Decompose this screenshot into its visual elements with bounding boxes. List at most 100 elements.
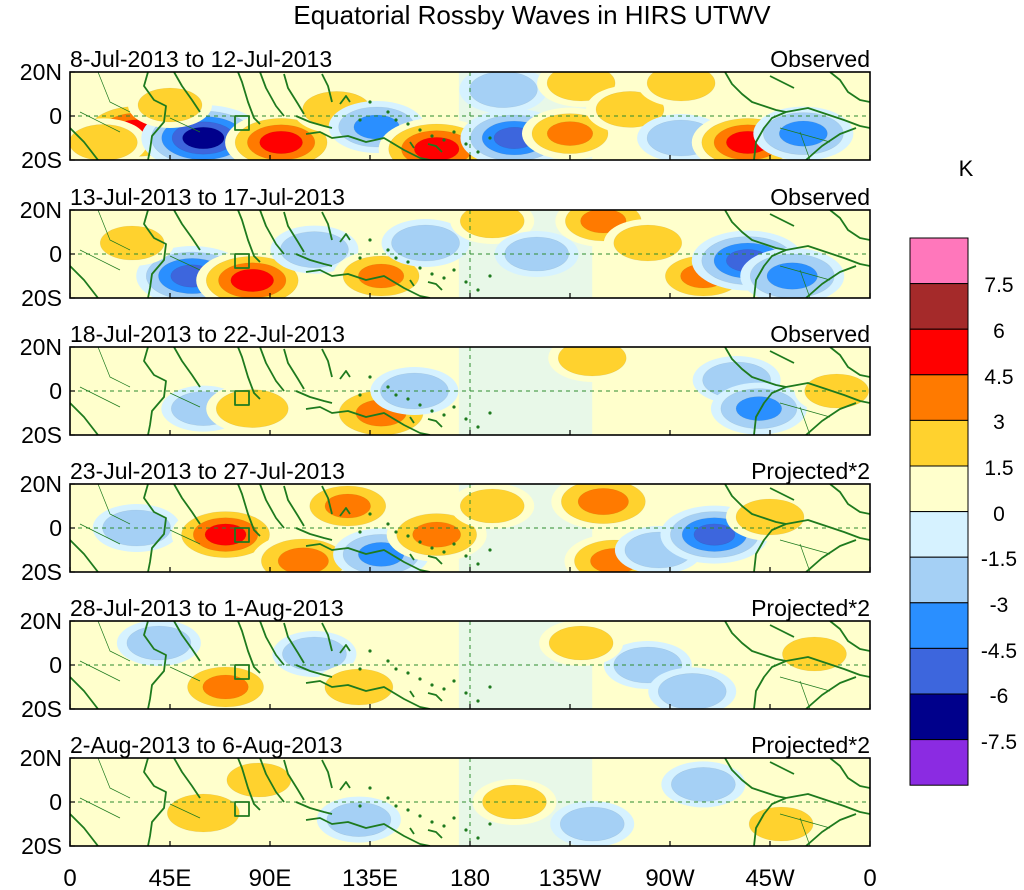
- colorbar-swatch: [909, 283, 969, 330]
- colorbar-swatch: [909, 374, 969, 421]
- longitude-axis: 0 45E 90E 135E 180 135W 90W 45W 0: [63, 865, 876, 890]
- colorbar-swatch: [909, 693, 969, 741]
- anomaly-blob: [648, 667, 737, 709]
- contour-ring: [215, 389, 289, 428]
- contour-ring: [646, 72, 716, 102]
- anomaly-blob: [450, 484, 535, 529]
- map-panel: 13-Jul-2013 to 17-Jul-2013 Observed 20N 0 20…: [20, 184, 871, 311]
- y-tick-label: 20N: [20, 197, 62, 223]
- colorbar-unit: K: [959, 156, 974, 181]
- panel-type: Projected*2: [751, 732, 870, 758]
- contour-ring: [277, 547, 329, 572]
- x-tick-label: 0: [863, 865, 876, 890]
- colorbar-label: 4.5: [984, 366, 1013, 389]
- y-tick-label: 20N: [20, 59, 62, 85]
- x-tick-label: 45W: [745, 865, 795, 890]
- x-tick-label: 90W: [645, 865, 695, 890]
- y-tick-label: 0: [49, 789, 62, 815]
- map-panels: 8-Jul-2013 to 12-Jul-2013 Observed 20N 0 20S…: [20, 46, 871, 859]
- anomaly-blob: [551, 484, 656, 530]
- colorbar-label: -4.5: [981, 640, 1017, 663]
- y-tick-label: 0: [49, 515, 62, 541]
- contour-ring: [137, 87, 203, 123]
- map-field: [70, 347, 870, 435]
- panel-type: Projected*2: [751, 458, 870, 484]
- colorbar-label: 3: [993, 411, 1005, 434]
- anomaly-blob: [251, 533, 356, 572]
- anomaly-blob: [216, 758, 301, 803]
- panel-date-range: 2-Aug-2013 to 6-Aug-2013: [70, 732, 342, 758]
- panel-type: Observed: [770, 321, 870, 347]
- map-panel: 28-Jul-2013 to 1-Aug-2013 Projected*2 20N 0…: [20, 595, 871, 722]
- contour-ring: [657, 673, 727, 709]
- contour-ring: [613, 224, 683, 262]
- anomaly-blob: [726, 493, 814, 541]
- x-tick-label: 135W: [539, 865, 602, 890]
- map-field: [70, 72, 870, 160]
- anomaly-blob: [637, 72, 726, 107]
- map-field: [70, 758, 870, 846]
- x-tick-label: 180: [450, 865, 490, 890]
- contour-ring: [230, 268, 274, 292]
- contour-ring: [671, 767, 736, 802]
- contour-ring: [804, 373, 869, 409]
- contour-ring: [735, 498, 805, 536]
- contour-ring: [735, 396, 782, 421]
- colorbar-label: -1.5: [981, 548, 1017, 571]
- map-field: [70, 210, 870, 298]
- x-tick-label: 0: [63, 865, 76, 890]
- colorbar-label: 7.5: [984, 274, 1013, 297]
- anomaly-blob: [381, 219, 470, 267]
- contour-ring: [413, 137, 460, 160]
- panel-date-range: 18-Jul-2013 to 22-Jul-2013: [70, 321, 345, 347]
- colorbar-label: 1.5: [984, 457, 1013, 480]
- contour-ring: [559, 806, 625, 842]
- contour-ring: [595, 91, 665, 128]
- anomaly-blob: [772, 631, 857, 677]
- colorbar-label: 0: [993, 503, 1005, 526]
- contour-ring: [482, 784, 547, 820]
- colorbar-swatch: [909, 328, 969, 376]
- anomaly-blob: [539, 621, 624, 666]
- anomaly-blob: [603, 219, 692, 267]
- contour-ring: [693, 523, 736, 546]
- contour-ring: [779, 120, 828, 147]
- x-tick-label: 135E: [342, 865, 398, 890]
- map-panel: 23-Jul-2013 to 27-Jul-2013 Projected*2 20N…: [20, 458, 871, 585]
- colorbar-label: -7.5: [981, 731, 1017, 754]
- contour-ring: [182, 126, 225, 150]
- contour-ring: [391, 224, 460, 262]
- y-tick-label: 20S: [21, 833, 62, 859]
- colorbar-swatch: [909, 739, 969, 786]
- y-tick-label: 0: [49, 103, 62, 129]
- contour-ring: [70, 124, 138, 160]
- anomaly-blob: [740, 248, 845, 298]
- anomaly-blob: [472, 779, 557, 825]
- anomaly-blob: [550, 801, 635, 846]
- colorbar-swatch: [909, 419, 969, 467]
- panel-date-range: 28-Jul-2013 to 1-Aug-2013: [70, 595, 344, 621]
- contour-ring: [748, 806, 814, 842]
- colorbar-label: -6: [990, 685, 1009, 708]
- colorbar-swatch: [909, 556, 969, 604]
- y-tick-label: 20S: [21, 696, 62, 722]
- colorbar-swatch: [909, 237, 969, 285]
- anomaly-blob: [90, 220, 175, 266]
- y-tick-label: 0: [49, 652, 62, 678]
- anomaly-blob: [661, 761, 746, 808]
- anomaly-blob: [710, 382, 807, 435]
- colorbar-swatch: [909, 465, 969, 513]
- y-tick-label: 0: [49, 241, 62, 267]
- anomaly-blob: [177, 661, 274, 709]
- figure-title: Equatorial Rossby Waves in HIRS UTWV: [293, 0, 771, 30]
- y-tick-label: 20S: [21, 422, 62, 448]
- contour-ring: [766, 262, 818, 290]
- colorbar-label: -3: [990, 594, 1009, 617]
- colorbar-label: 6: [993, 320, 1005, 343]
- anomaly-blob: [299, 484, 396, 532]
- y-tick-label: 20S: [21, 285, 62, 311]
- y-tick-label: 20N: [20, 334, 62, 360]
- map-panel: 8-Jul-2013 to 12-Jul-2013 Observed 20N 0 20S: [20, 46, 871, 173]
- anomaly-blob: [70, 118, 148, 160]
